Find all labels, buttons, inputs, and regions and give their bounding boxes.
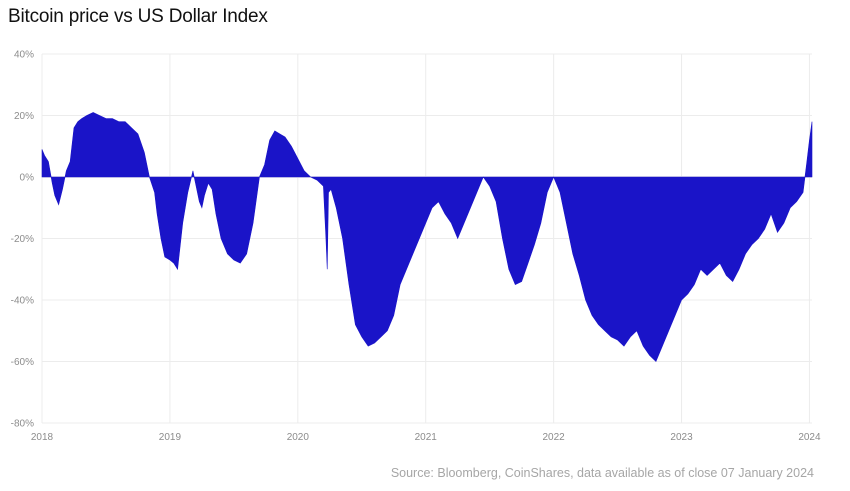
y-tick-label: 40% (14, 50, 34, 61)
y-tick-label: -60% (11, 357, 34, 368)
y-axis-labels: 40% 20% 0% -20% -40% -60% -80% (11, 50, 34, 430)
x-tick-label: 2018 (31, 432, 54, 443)
area-series (41, 112, 813, 363)
x-tick-label: 2021 (415, 432, 438, 443)
y-tick-label: -40% (11, 296, 34, 307)
x-tick-label: 2024 (798, 432, 821, 443)
x-tick-label: 2020 (287, 432, 310, 443)
chart-title: Bitcoin price vs US Dollar Index (8, 6, 268, 27)
y-tick-label: -80% (11, 419, 34, 430)
x-tick-label: 2022 (543, 432, 566, 443)
y-tick-label: 20% (14, 111, 34, 122)
y-tick-label: 0% (20, 173, 35, 184)
x-axis-labels: 2018 2019 2020 2021 2022 2023 2024 (31, 432, 821, 443)
x-tick-label: 2019 (159, 432, 182, 443)
source-note: Source: Bloomberg, CoinShares, data avai… (390, 466, 814, 480)
y-tick-label: -20% (11, 234, 34, 245)
x-tick-label: 2023 (670, 432, 693, 443)
